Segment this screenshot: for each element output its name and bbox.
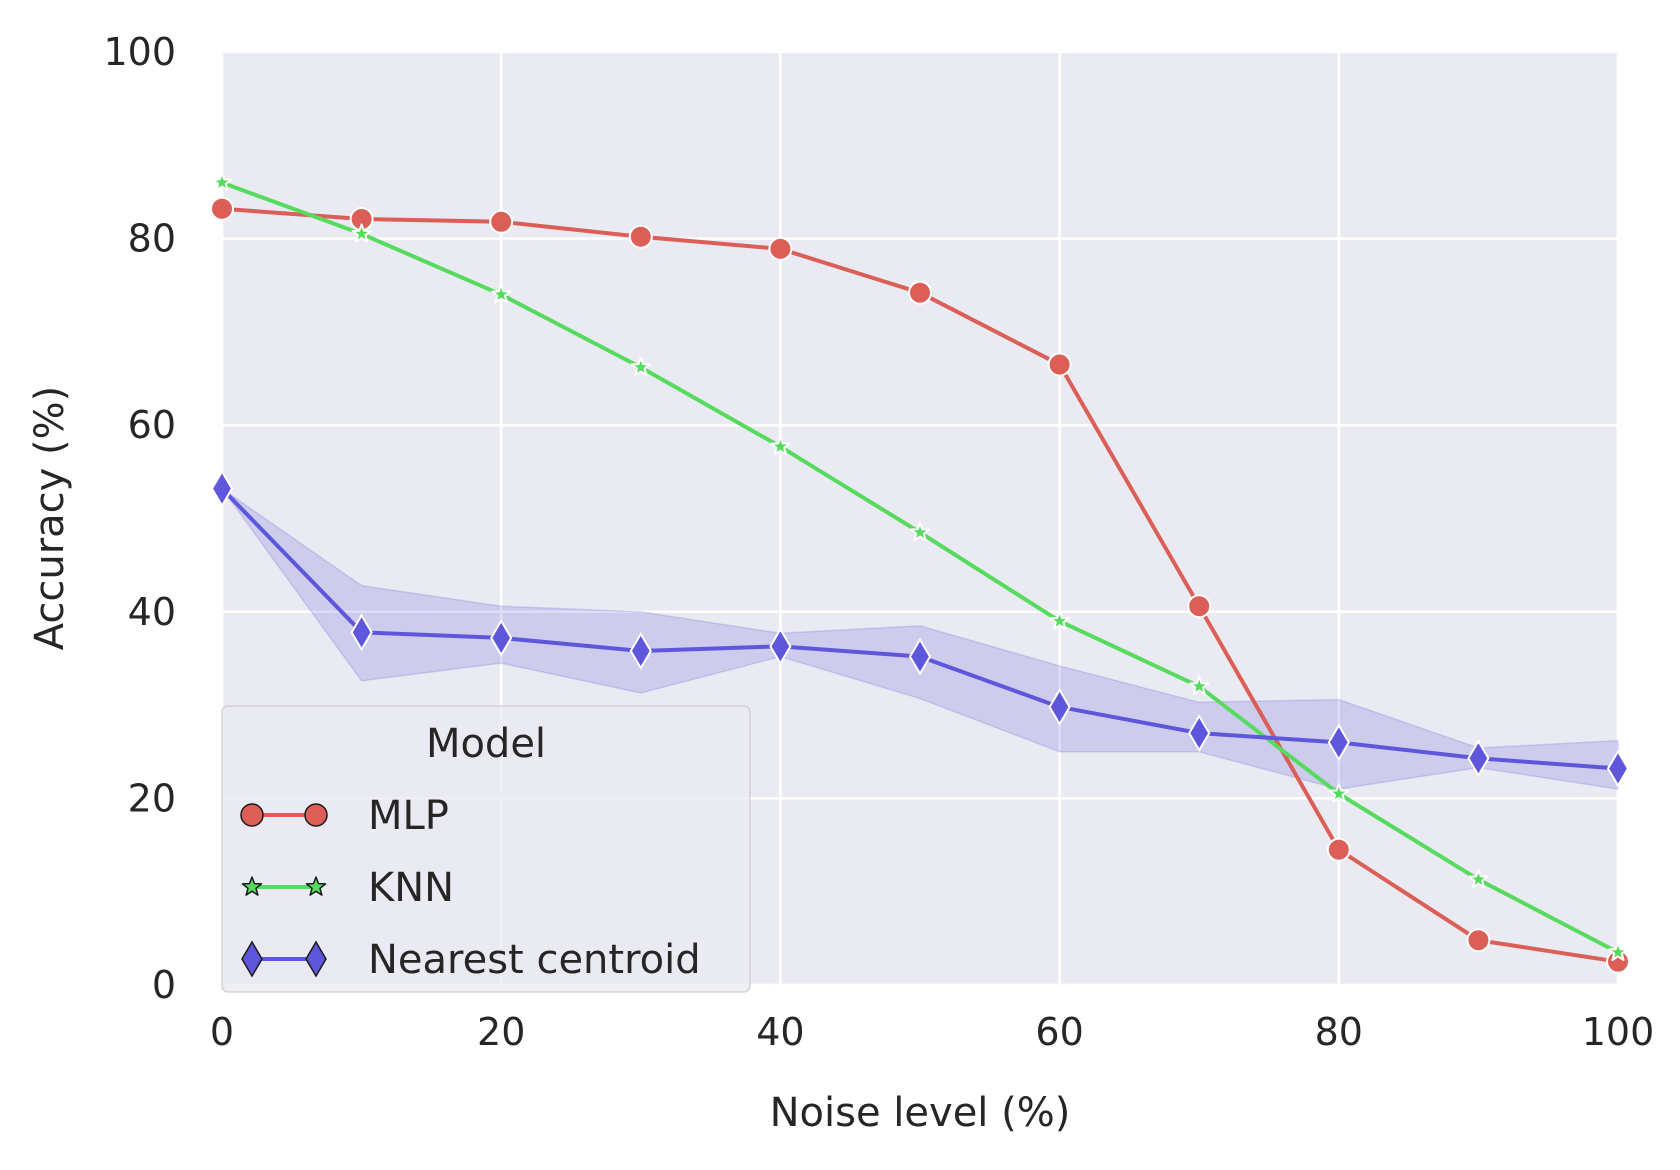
legend-marker [305, 876, 327, 896]
data-point-nearest-centroid [629, 632, 652, 670]
y-tick-label: 100 [103, 30, 176, 74]
legend-marker [304, 803, 328, 827]
data-point-knn [1189, 675, 1210, 696]
legend-label: MLP [368, 793, 449, 839]
legend-label: Nearest centroid [368, 937, 701, 983]
y-tick-label: 80 [128, 217, 176, 261]
x-tick-label: 20 [477, 1010, 525, 1054]
data-point-mlp [489, 209, 514, 234]
data-point-knn [211, 172, 233, 192]
legend: Model MLP KNN Nearest centroid [221, 705, 751, 993]
data-point-mlp [1466, 928, 1491, 953]
data-point-knn [351, 223, 372, 243]
data-point-mlp [628, 224, 653, 249]
data-point-mlp [1047, 352, 1072, 377]
x-axis-ticks: 0 20 40 60 80 100 [210, 1010, 1654, 1054]
data-point-nearest-centroid [350, 613, 373, 652]
y-tick-label: 0 [152, 963, 176, 1007]
data-point-knn [770, 436, 791, 456]
series-markers [210, 172, 1630, 974]
data-point-mlp [1326, 837, 1351, 862]
data-point-knn [491, 284, 512, 304]
data-point-nearest-centroid [1188, 714, 1211, 753]
legend-item-knn: KNN [241, 865, 454, 911]
x-tick-label: 0 [210, 1010, 234, 1054]
y-axis-ticks: 0 20 40 60 80 100 [103, 30, 176, 1007]
data-point-nearest-centroid [1467, 739, 1490, 778]
x-tick-label: 80 [1315, 1010, 1363, 1054]
data-point-knn [630, 356, 651, 377]
y-tick-label: 40 [128, 590, 176, 634]
data-point-knn [1607, 941, 1629, 962]
y-tick-label: 20 [128, 776, 176, 820]
data-point-nearest-centroid [908, 637, 932, 676]
y-tick-label: 60 [128, 403, 176, 447]
data-point-mlp [210, 196, 234, 221]
legend-label: KNN [368, 865, 454, 911]
data-point-nearest-centroid [1606, 749, 1630, 788]
legend-frame [221, 705, 751, 993]
x-tick-label: 40 [756, 1010, 804, 1054]
data-point-knn [1049, 610, 1070, 630]
data-point-knn [1328, 783, 1349, 803]
data-point-knn [1468, 869, 1489, 889]
legend-title: Model [426, 721, 546, 767]
legend-items: MLP KNN Nearest centroid [240, 793, 701, 983]
legend-marker [240, 803, 264, 827]
x-tick-label: 100 [1582, 1010, 1655, 1054]
legend-marker [241, 876, 263, 896]
legend-marker [241, 940, 263, 978]
legend-item-nearest-centroid: Nearest centroid [241, 937, 701, 983]
x-tick-label: 60 [1035, 1010, 1083, 1054]
y-axis-title: Accuracy (%) [27, 386, 73, 651]
data-point-mlp [768, 236, 793, 261]
data-point-nearest-centroid [769, 627, 792, 666]
legend-marker [305, 940, 327, 978]
data-point-nearest-centroid [1048, 687, 1071, 726]
data-point-mlp [1187, 594, 1212, 619]
x-axis-title: Noise level (%) [770, 1090, 1071, 1136]
data-point-nearest-centroid [490, 618, 513, 657]
data-point-nearest-centroid [1327, 723, 1350, 762]
data-point-knn [909, 522, 931, 542]
data-point-mlp [908, 280, 932, 305]
legend-item-mlp: MLP [240, 793, 449, 839]
data-point-nearest-centroid [210, 469, 234, 508]
